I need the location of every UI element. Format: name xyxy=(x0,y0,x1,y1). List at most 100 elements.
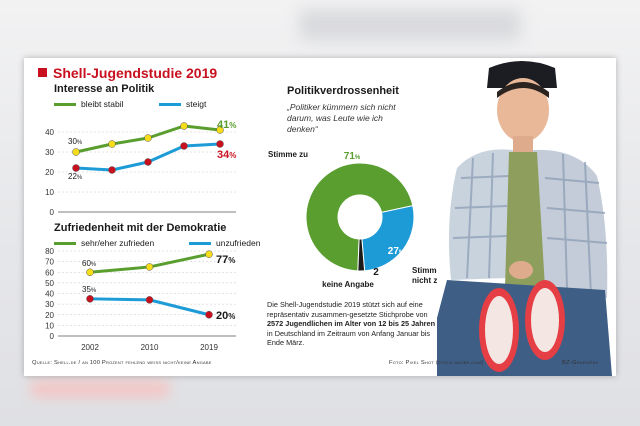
data-label: 60% xyxy=(82,259,97,268)
data-label-unit: % xyxy=(229,121,236,130)
donut-title: Politikverdrossenheit xyxy=(287,85,399,97)
data-point xyxy=(145,263,154,271)
legend-swatch-blue xyxy=(189,241,211,245)
data-label-value: 35 xyxy=(82,285,91,294)
data-point xyxy=(108,166,116,174)
chart1-legend-rising: steigt xyxy=(159,99,206,109)
data-label-value: 77 xyxy=(216,254,228,266)
data-label-unit: % xyxy=(91,262,97,268)
donut-label: keine Angabe xyxy=(322,280,374,289)
legend-swatch-green xyxy=(54,241,76,245)
donut-value: 27% xyxy=(388,246,405,257)
data-point xyxy=(72,148,80,156)
x-tick-label: 2010 xyxy=(141,343,159,352)
data-label-unit: % xyxy=(228,312,235,321)
donut-value: 71% xyxy=(344,151,361,162)
chart2-legend-unsatisfied: unzufrieden xyxy=(189,238,260,248)
data-label-unit: % xyxy=(77,175,83,181)
data-point xyxy=(108,140,116,148)
teen-photo xyxy=(437,58,616,376)
source-note: Quelle: Shell.de / an 100 Prozent fehlen… xyxy=(32,360,212,366)
title-square-icon xyxy=(38,68,47,77)
infographic-title: Shell-Jugendstudie 2019 xyxy=(38,65,217,81)
donut-value-number: 71 xyxy=(344,151,356,162)
data-label: 20% xyxy=(216,310,235,322)
data-point xyxy=(180,122,188,130)
data-point xyxy=(180,142,188,150)
chart-interesse-an-politik: 0102030402002200620102015201930%22%41%34… xyxy=(45,119,236,220)
blurred-text-block xyxy=(300,10,520,40)
data-point xyxy=(216,140,224,148)
donut-slice xyxy=(357,238,366,272)
donut-quote: „Politiker kümmern sich nicht darum, was… xyxy=(287,102,396,134)
infographic-card: Shell-Jugendstudie 2019 Interesse an Pol… xyxy=(24,58,616,376)
data-point xyxy=(144,158,152,166)
y-tick-label: 30 xyxy=(45,148,54,157)
y-tick-label: 70 xyxy=(45,258,54,267)
y-tick-label: 0 xyxy=(50,332,55,341)
data-label: 35% xyxy=(82,285,97,294)
chart1-legend-stable: bleibt stabil xyxy=(54,99,124,109)
y-tick-label: 60 xyxy=(45,268,54,277)
blurred-red-bar xyxy=(30,380,170,398)
legend-swatch-green xyxy=(54,102,76,106)
graphic-credit: BZ-Grafik/ibs xyxy=(562,360,599,366)
data-point xyxy=(205,250,213,258)
y-tick-label: 50 xyxy=(45,279,54,288)
y-tick-label: 20 xyxy=(45,311,54,320)
donut-slice xyxy=(305,162,414,272)
donut-value-number: 27 xyxy=(388,246,400,257)
data-point xyxy=(86,268,94,276)
y-tick-label: 10 xyxy=(45,188,54,197)
x-tick-label: 2002 xyxy=(81,343,99,352)
data-label-unit: % xyxy=(77,140,83,146)
y-tick-label: 40 xyxy=(45,128,54,137)
y-tick-label: 30 xyxy=(45,300,54,309)
donut-slice xyxy=(361,205,415,272)
data-point xyxy=(86,295,94,303)
donut-label: nicht zu xyxy=(412,276,442,285)
x-tick-label: 2019 xyxy=(200,343,218,352)
y-tick-label: 40 xyxy=(45,290,54,299)
data-label-unit: % xyxy=(91,288,97,294)
data-point xyxy=(72,164,80,172)
x-tick-label: 2010 xyxy=(139,219,157,220)
data-label-value: 41 xyxy=(217,119,229,131)
data-label-value: 20 xyxy=(216,310,228,322)
chart2-legend-satisfied: sehr/eher zufrieden xyxy=(54,238,154,248)
data-label: 34% xyxy=(217,149,236,161)
data-label-unit: % xyxy=(228,256,235,265)
legend-swatch-blue xyxy=(159,102,181,106)
data-label: 22% xyxy=(68,172,83,181)
chart2-title: Zufriedenheit mit der Demokratie xyxy=(54,222,227,234)
x-tick-label: 2002 xyxy=(67,219,85,220)
chart1-title: Interesse an Politik xyxy=(54,83,155,95)
donut-value-unit: % xyxy=(399,250,405,256)
donut-label: Stimme xyxy=(412,266,441,275)
data-point xyxy=(216,126,224,134)
data-label-unit: % xyxy=(229,151,236,160)
donut-value: 2 xyxy=(373,267,379,278)
data-point xyxy=(144,134,152,142)
data-label-value: 22 xyxy=(68,172,77,181)
data-label-value: 34 xyxy=(217,149,230,161)
data-label-value: 30 xyxy=(68,137,77,146)
y-tick-label: 0 xyxy=(50,208,55,217)
donut-label: Stimme zu xyxy=(268,150,308,159)
y-tick-label: 10 xyxy=(45,321,54,330)
x-tick-label: 2019 xyxy=(211,219,229,220)
study-description: Die Shell-Jugendstudie 2019 stützt sich … xyxy=(267,300,436,347)
data-point xyxy=(145,296,154,304)
data-label: 41% xyxy=(217,119,236,131)
data-point xyxy=(205,311,213,319)
data-label-value: 60 xyxy=(82,259,91,268)
x-tick-label: 2015 xyxy=(175,219,193,220)
donut-value-unit: % xyxy=(355,155,361,161)
data-label: 77% xyxy=(216,254,235,266)
y-tick-label: 80 xyxy=(45,248,54,256)
y-tick-label: 20 xyxy=(45,168,54,177)
x-tick-label: 2006 xyxy=(103,219,121,220)
photo-credit: Foto: Pixel Shot (stock.adobe.com) xyxy=(389,360,484,366)
